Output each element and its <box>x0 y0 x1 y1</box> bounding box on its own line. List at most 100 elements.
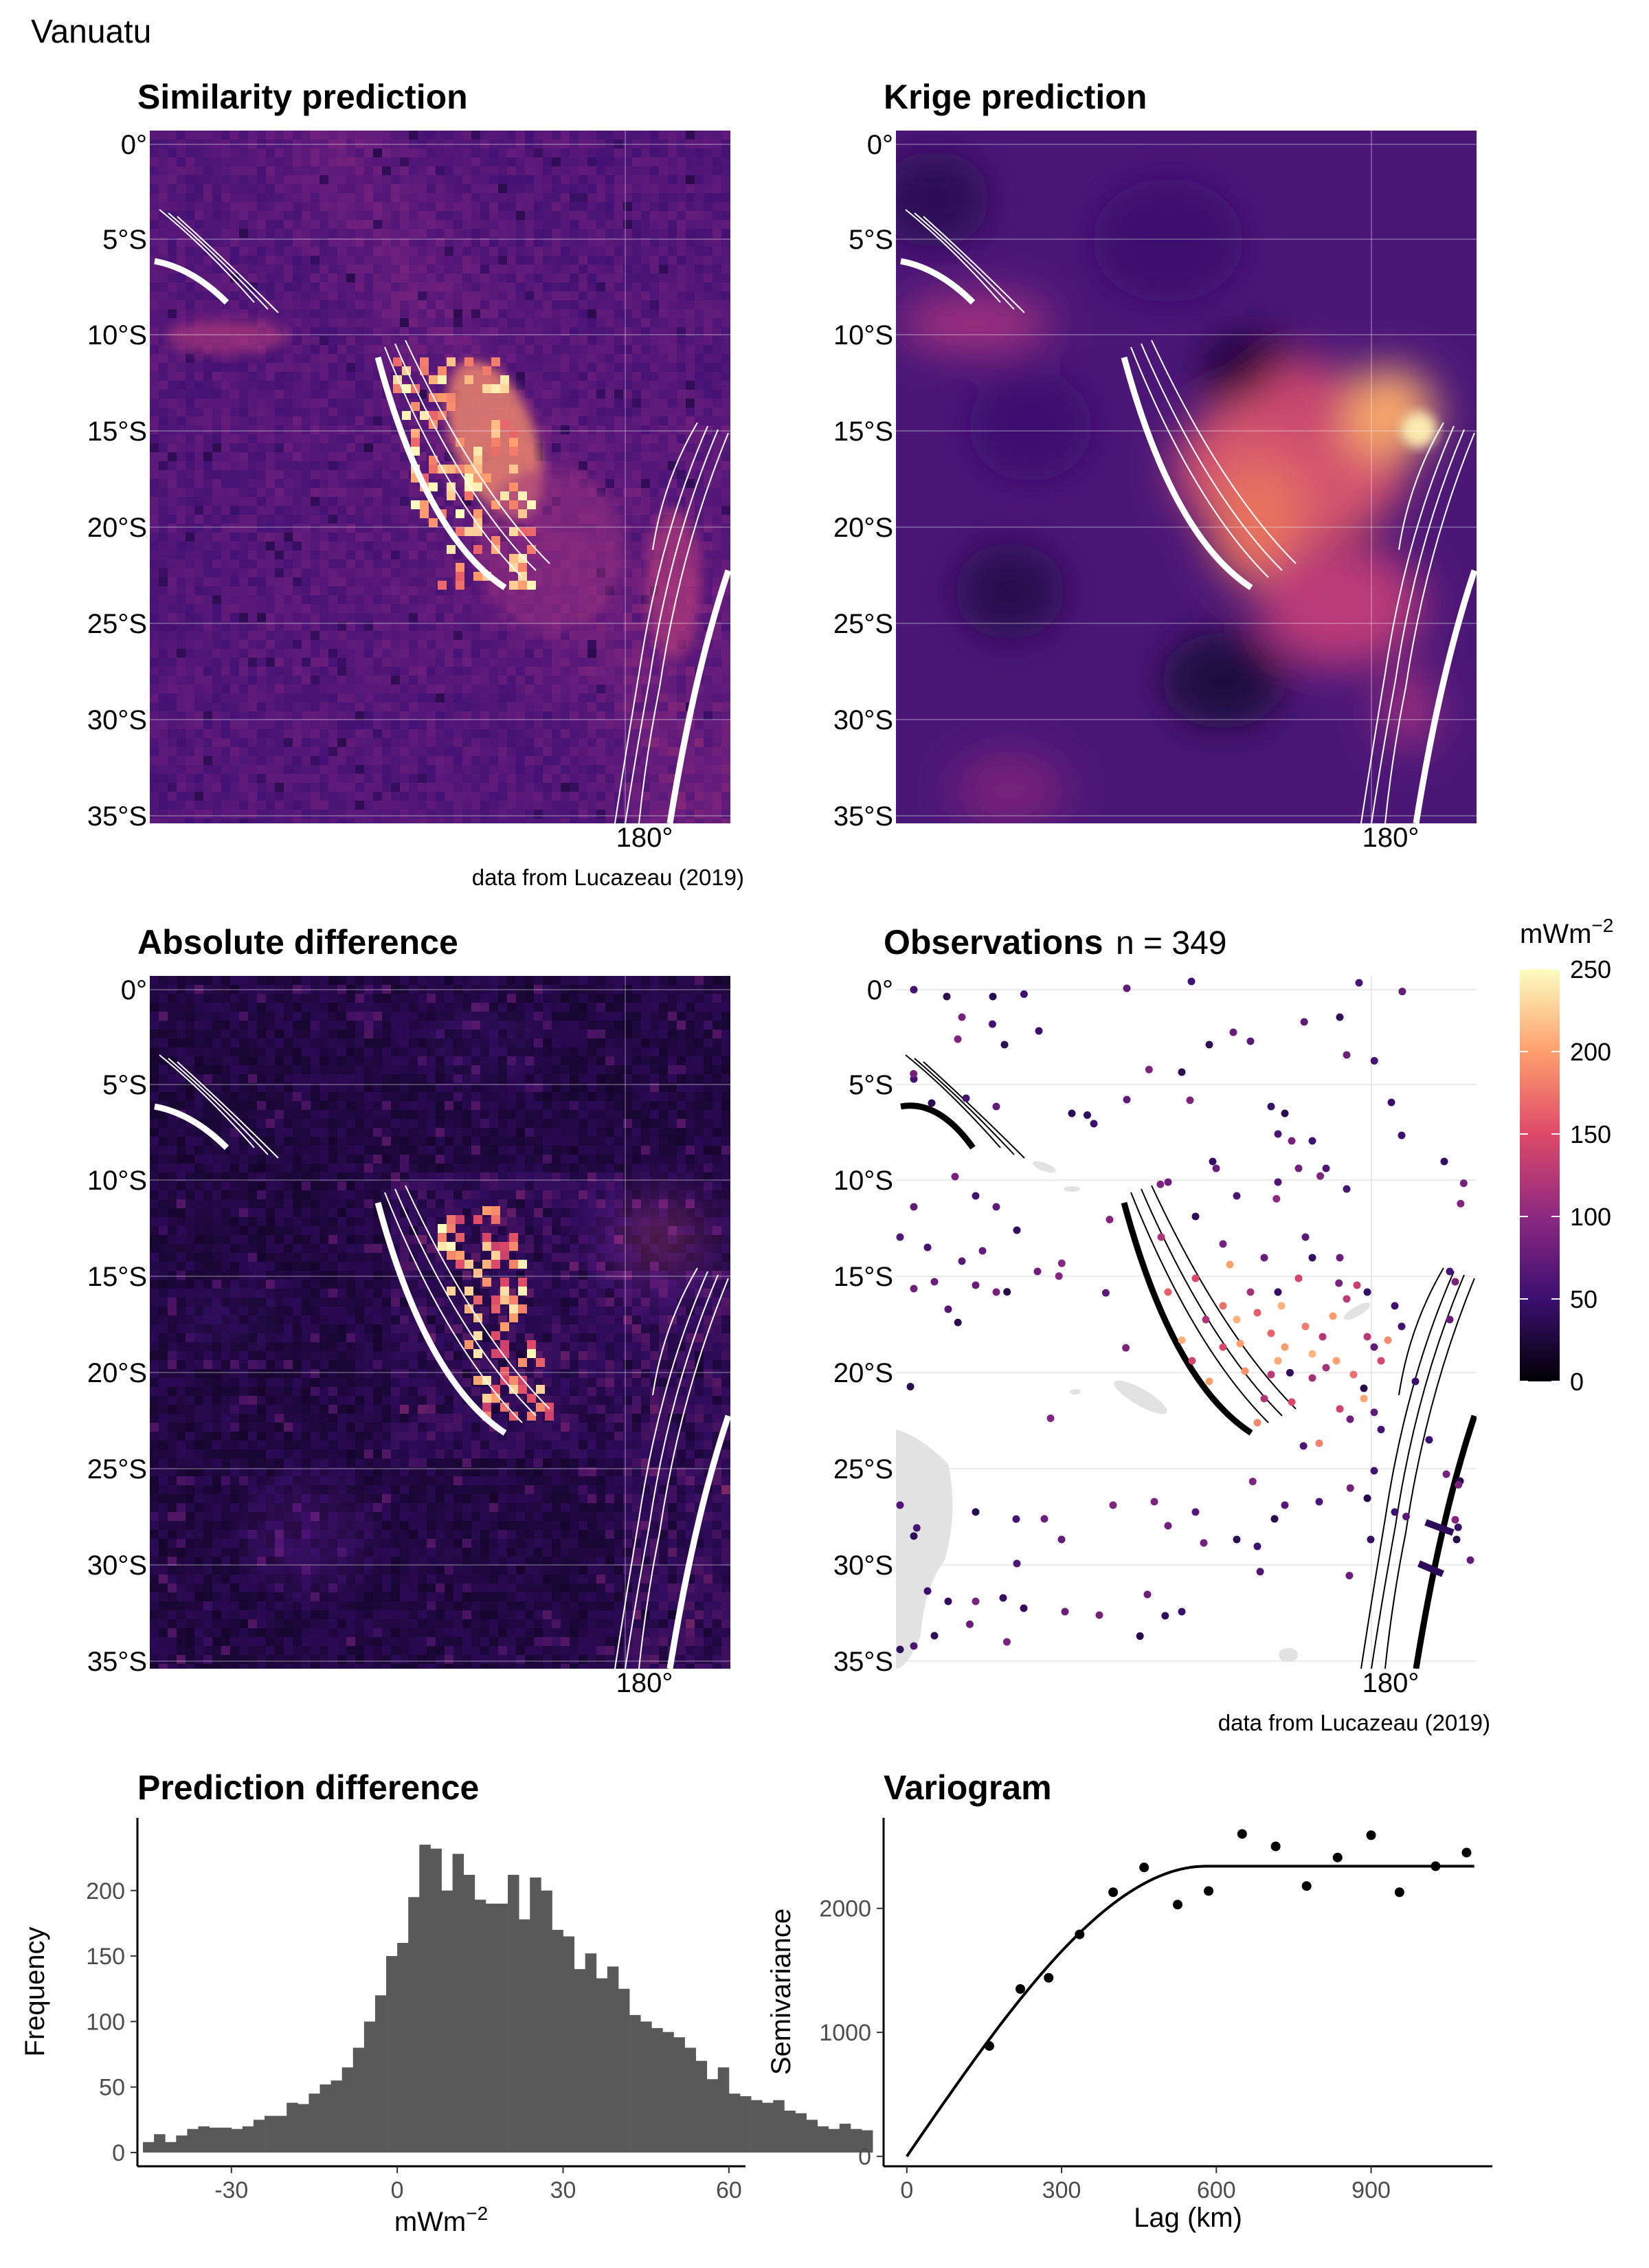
raster-cell <box>159 729 168 738</box>
raster-cell <box>284 470 293 479</box>
raster-cell <box>177 765 186 774</box>
raster-cell <box>650 765 659 774</box>
raster-cell <box>168 390 177 399</box>
raster-cell <box>453 157 462 166</box>
raster-cell <box>328 595 337 604</box>
raster-cell <box>453 765 462 774</box>
raster-cell <box>373 381 382 390</box>
raster-cell <box>391 247 400 256</box>
raster-cell <box>668 488 677 497</box>
raster-cell <box>230 506 239 515</box>
raster-cell <box>150 470 159 479</box>
raster-cell <box>355 667 364 676</box>
raster-cell <box>221 238 230 247</box>
raster-cell <box>462 631 471 640</box>
raster-cell <box>337 345 346 354</box>
raster-cell <box>713 738 721 747</box>
raster-cell <box>311 711 319 720</box>
raster-cell <box>614 381 623 390</box>
raster-cell <box>686 747 695 756</box>
raster-cell <box>641 202 650 211</box>
raster-cell <box>686 202 695 211</box>
raster-cell <box>150 184 159 193</box>
raster-cell <box>686 345 695 354</box>
raster-cell <box>364 613 373 622</box>
raster-cell <box>257 542 266 551</box>
raster-cell <box>686 676 695 685</box>
raster-cell <box>159 131 168 140</box>
raster-cell <box>186 542 194 551</box>
raster-cell <box>668 497 677 506</box>
raster-cell <box>614 801 623 810</box>
raster-cell <box>552 345 561 354</box>
raster-cell <box>275 533 284 542</box>
raster-cell <box>275 783 284 792</box>
raster-cell <box>194 649 203 658</box>
raster-cell <box>623 559 632 568</box>
raster-cell <box>596 220 605 229</box>
raster-cell <box>713 309 721 318</box>
raster-cell <box>150 282 159 291</box>
raster-cell <box>337 765 346 774</box>
raster-cell <box>587 309 596 318</box>
raster-cell <box>659 148 668 157</box>
raster-cell <box>400 175 409 184</box>
raster-cell <box>668 425 677 434</box>
raster-cell <box>186 801 194 810</box>
raster-cell <box>257 148 266 157</box>
raster-cell <box>284 166 293 175</box>
raster-cell <box>570 810 579 819</box>
raster-cell <box>257 274 266 282</box>
raster-cell <box>427 577 436 586</box>
raster-cell <box>543 747 552 756</box>
raster-cell <box>471 765 480 774</box>
raster-cell <box>596 470 605 479</box>
raster-cell <box>489 157 498 166</box>
raster-cell <box>194 667 203 676</box>
raster-cell <box>650 470 659 479</box>
raster-cell <box>489 640 498 649</box>
raster-cell <box>543 810 552 819</box>
raster-cell <box>355 792 364 801</box>
raster-cell <box>713 756 721 765</box>
raster-cell <box>561 265 570 274</box>
raster-cell <box>364 658 373 667</box>
raster-cell <box>391 300 400 309</box>
raster-cell <box>480 166 489 175</box>
raster-cell <box>704 801 713 810</box>
raster-cell <box>319 408 328 416</box>
raster-cell <box>177 667 186 676</box>
raster-cell <box>552 631 561 640</box>
raster-cell <box>311 238 319 247</box>
raster-cell <box>480 756 489 765</box>
raster-cell <box>230 131 239 140</box>
raster-cell <box>632 470 641 479</box>
raster-cell <box>302 747 311 756</box>
raster-cell <box>159 479 168 488</box>
raster-cell <box>659 685 668 693</box>
raster-cell <box>677 265 686 274</box>
raster-cell <box>150 309 159 318</box>
raster-cell <box>695 247 704 256</box>
raster-cell <box>489 676 498 685</box>
raster-cell <box>230 425 239 434</box>
raster-cell <box>150 434 159 443</box>
raster-cell <box>623 291 632 300</box>
raster-cell <box>614 640 623 649</box>
raster-cell <box>257 756 266 765</box>
raster-cell <box>704 604 713 613</box>
raster-cell <box>230 604 239 613</box>
raster-cell <box>319 774 328 783</box>
raster-cell <box>212 658 221 667</box>
raster-cell <box>391 461 400 470</box>
raster-cell <box>721 309 730 318</box>
raster-cell <box>177 300 186 309</box>
raster-cell <box>445 300 453 309</box>
raster-cell <box>328 148 337 157</box>
raster-cell <box>328 542 337 551</box>
raster-cell <box>436 613 445 622</box>
raster-cell <box>275 229 284 238</box>
raster-cell <box>596 148 605 157</box>
raster-cell <box>614 497 623 506</box>
raster-cell <box>203 613 212 622</box>
